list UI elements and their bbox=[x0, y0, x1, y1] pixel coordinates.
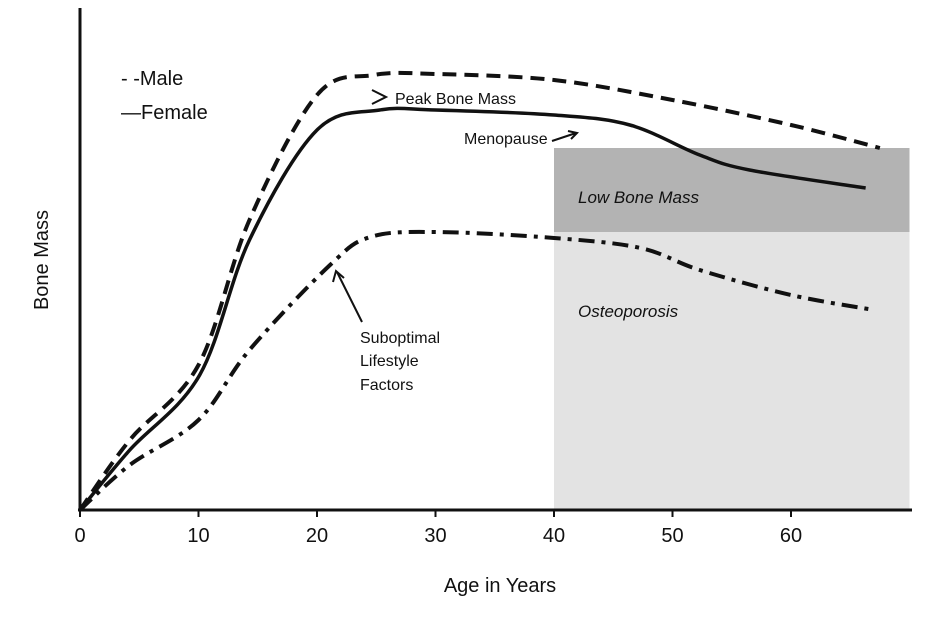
region-low-bone-mass bbox=[554, 148, 910, 232]
legend-female: —Female bbox=[121, 102, 208, 124]
x-tick-label: 0 bbox=[74, 525, 85, 547]
annotation-menopause: Menopause bbox=[464, 131, 548, 148]
annotation-suboptimal-1: Suboptimal bbox=[360, 330, 440, 347]
x-tick-label: 20 bbox=[306, 525, 328, 547]
menopause-arrow-icon bbox=[551, 130, 579, 142]
annotation-suboptimal-3: Factors bbox=[360, 377, 413, 394]
region-label-low-bone-mass: Low Bone Mass bbox=[578, 188, 699, 207]
x-tick-label: 40 bbox=[543, 525, 565, 547]
region-osteoporosis bbox=[554, 232, 910, 510]
y-axis-label: Bone Mass bbox=[31, 210, 53, 310]
series-suboptimal-line bbox=[78, 229, 875, 512]
x-tick-label: 10 bbox=[187, 525, 209, 547]
x-axis-label: Age in Years bbox=[444, 575, 556, 597]
series-male-line bbox=[78, 70, 881, 512]
series-female-line bbox=[78, 106, 866, 512]
peak-arrow-icon bbox=[371, 89, 389, 105]
region-label-osteoporosis: Osteoporosis bbox=[578, 302, 679, 321]
x-tick-label: 60 bbox=[780, 525, 802, 547]
annotation-peak-bone-mass: Peak Bone Mass bbox=[395, 91, 516, 108]
legend-male: - -Male bbox=[121, 68, 183, 90]
annotation-suboptimal-2: Lifestyle bbox=[360, 353, 419, 370]
x-tick-label: 30 bbox=[424, 525, 446, 547]
suboptimal-arrow-icon bbox=[332, 269, 363, 323]
x-tick-label: 50 bbox=[661, 525, 683, 547]
